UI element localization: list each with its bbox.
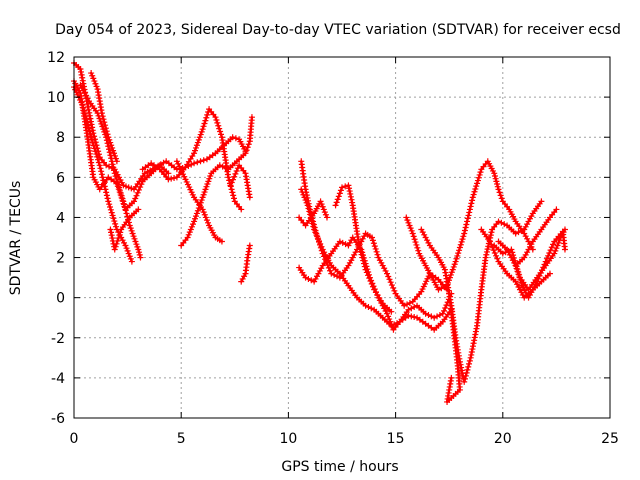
y-tick-label: -6	[51, 411, 65, 427]
series-arc-5	[88, 70, 120, 165]
series-markers	[444, 290, 463, 405]
series-arc-9	[173, 158, 225, 245]
chart-title: Day 054 of 2023, Sidereal Day-to-day VTE…	[55, 22, 621, 38]
series-arc-7	[139, 106, 245, 213]
x-tick-label: 5	[177, 431, 186, 447]
x-tick-label: 0	[70, 431, 79, 447]
series-markers	[227, 162, 253, 201]
series-arc-19	[444, 290, 463, 405]
x-tick-label: 15	[387, 431, 405, 447]
y-tick-label: 6	[56, 170, 65, 186]
y-tick-label: 0	[56, 291, 65, 307]
series-arc-10	[227, 162, 253, 201]
series-arc-17	[403, 158, 536, 293]
x-tick-label: 20	[494, 431, 512, 447]
grid	[74, 57, 610, 418]
series-arc-1	[71, 60, 249, 193]
series-markers	[107, 206, 142, 253]
series-markers	[495, 206, 560, 269]
series-arc-6	[107, 206, 142, 253]
y-tick-label: 2	[56, 251, 65, 267]
series-arc-8	[178, 114, 255, 249]
plot-frame	[73, 56, 611, 419]
axes: 0 5 10 15 20 25 -6 -4 -2 0 2 4 6 8 10 12	[47, 50, 619, 447]
series-arc-23	[478, 226, 553, 301]
series-markers	[178, 114, 255, 249]
y-tick-label: 8	[56, 130, 65, 146]
x-tick-label: 10	[279, 431, 297, 447]
series-arc-3	[71, 84, 135, 265]
x-axis-label: GPS time / hours	[281, 459, 398, 475]
y-tick-label: -2	[51, 331, 65, 347]
series-markers	[478, 226, 553, 301]
y-tick-label: 10	[47, 90, 65, 106]
y-axis-label: SDTVAR / TECUs	[8, 181, 24, 296]
series-markers	[173, 158, 225, 245]
series-markers	[71, 60, 249, 193]
y-tick-label: 4	[56, 210, 65, 226]
series-markers	[71, 84, 135, 265]
series-markers	[139, 106, 245, 213]
x-tick-label: 25	[601, 431, 619, 447]
y-tick-label: 12	[47, 50, 65, 66]
series-markers	[88, 70, 120, 165]
y-tick-label: -4	[51, 371, 65, 387]
series-markers	[403, 158, 536, 293]
data-series	[71, 60, 568, 405]
series-arc-11	[238, 242, 253, 285]
series-trace	[334, 184, 393, 313]
series-markers	[332, 182, 395, 315]
series-arc-22	[495, 206, 560, 269]
series-markers	[238, 242, 253, 285]
series-trace	[175, 160, 224, 243]
series-arc-16	[332, 182, 395, 315]
